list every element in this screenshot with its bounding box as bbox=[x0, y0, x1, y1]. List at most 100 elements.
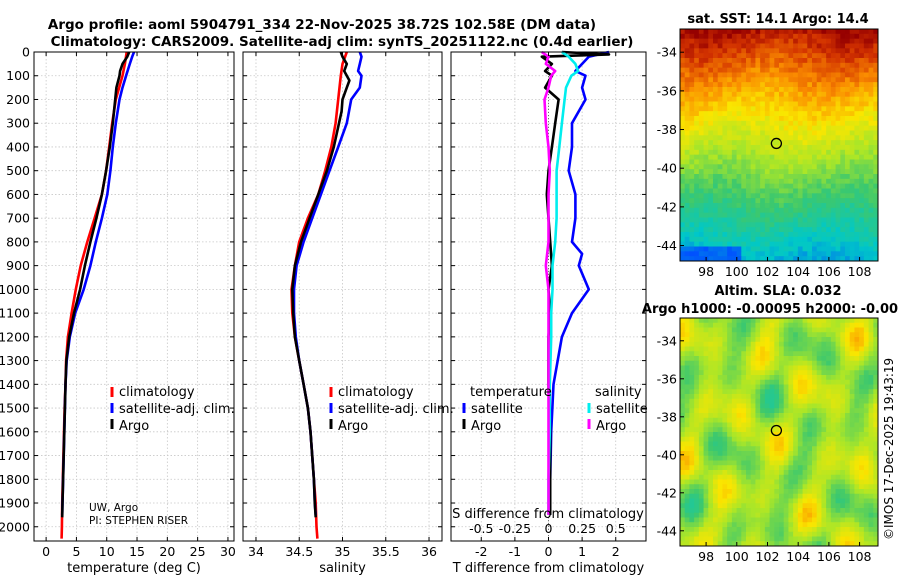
map-cell bbox=[736, 417, 742, 424]
map-cell bbox=[755, 451, 761, 457]
map-cell bbox=[760, 222, 766, 228]
map-cell bbox=[873, 455, 878, 462]
map-cell bbox=[868, 33, 874, 40]
map-cell bbox=[821, 498, 827, 504]
map-cell bbox=[689, 365, 695, 371]
map-cell bbox=[698, 470, 705, 476]
map-cell bbox=[849, 474, 856, 481]
map-cell bbox=[854, 318, 860, 324]
map-cell bbox=[854, 465, 860, 471]
map-cell bbox=[755, 38, 761, 45]
map-cell bbox=[868, 470, 874, 476]
map-cell bbox=[845, 222, 851, 228]
map-cell bbox=[812, 470, 818, 476]
map-cell bbox=[788, 38, 794, 45]
map-cell bbox=[854, 140, 860, 146]
map-cell bbox=[727, 432, 733, 438]
map-cell bbox=[826, 436, 832, 443]
map-cell bbox=[736, 451, 742, 457]
map-cell bbox=[750, 38, 757, 45]
map-cell bbox=[713, 398, 719, 405]
map-cell bbox=[802, 91, 808, 98]
map-cell bbox=[783, 484, 790, 490]
map-cell bbox=[746, 451, 752, 457]
map-cell bbox=[689, 232, 695, 238]
map-cell bbox=[849, 451, 856, 457]
map-cell bbox=[783, 96, 790, 103]
map-cell bbox=[868, 130, 874, 136]
map-cell bbox=[750, 67, 757, 74]
map-cell bbox=[812, 356, 818, 362]
map-cell bbox=[797, 384, 804, 390]
map-cell bbox=[868, 417, 874, 424]
map-cell bbox=[873, 130, 878, 136]
map-cell bbox=[764, 53, 771, 59]
map-cell bbox=[868, 370, 874, 376]
map-cell bbox=[783, 154, 790, 161]
map-cell bbox=[816, 512, 823, 519]
map-cell bbox=[797, 198, 804, 204]
map-cell bbox=[694, 48, 700, 54]
map-cell bbox=[863, 474, 870, 481]
map-cell bbox=[779, 256, 785, 261]
map-cell bbox=[713, 474, 719, 481]
map-cell bbox=[717, 48, 724, 54]
map-cell bbox=[717, 164, 724, 170]
map-cell bbox=[746, 441, 752, 447]
map-cell bbox=[736, 72, 742, 78]
map-cell bbox=[684, 489, 691, 495]
map-cell bbox=[703, 531, 709, 538]
map-cell bbox=[774, 116, 780, 122]
map-cell bbox=[741, 389, 747, 395]
map-cell bbox=[694, 241, 700, 248]
s-tick-label: -0.25 bbox=[499, 521, 531, 536]
map-cell bbox=[694, 493, 700, 500]
map-cell bbox=[698, 422, 705, 428]
map-cell bbox=[788, 212, 794, 219]
map-cell bbox=[812, 116, 818, 122]
map-cell bbox=[840, 517, 846, 523]
map-cell bbox=[689, 356, 695, 362]
map-cell bbox=[849, 460, 856, 466]
map-cell bbox=[727, 446, 733, 452]
map-cell bbox=[840, 441, 846, 447]
map-cell bbox=[845, 38, 851, 45]
map-cell bbox=[755, 432, 761, 438]
map-cell bbox=[713, 67, 719, 74]
map-cell bbox=[807, 82, 813, 88]
map-cell bbox=[717, 207, 724, 214]
map-cell bbox=[717, 417, 724, 424]
map-cell bbox=[826, 96, 832, 103]
map-cell bbox=[703, 72, 709, 78]
map-cell bbox=[812, 198, 818, 204]
map-cell bbox=[722, 58, 728, 64]
map-cell bbox=[830, 101, 837, 107]
map-cell bbox=[863, 427, 870, 433]
map-cell bbox=[868, 327, 874, 333]
map-cell bbox=[746, 356, 752, 362]
map-cell bbox=[783, 48, 790, 54]
map-cell bbox=[746, 413, 752, 419]
map-cell bbox=[863, 451, 870, 457]
map-cell bbox=[741, 183, 747, 190]
map-cell bbox=[760, 62, 766, 69]
map-cell bbox=[826, 508, 832, 514]
map-cell bbox=[868, 193, 874, 199]
map-cell bbox=[750, 318, 757, 324]
map-cell bbox=[849, 241, 856, 248]
map-cell bbox=[760, 541, 766, 546]
map-cell bbox=[812, 527, 818, 533]
map-cell bbox=[793, 120, 799, 127]
map-cell bbox=[764, 232, 771, 238]
map-cell bbox=[708, 360, 714, 367]
map-cell bbox=[821, 512, 827, 519]
map-cell bbox=[736, 38, 742, 45]
map-cell bbox=[783, 394, 790, 400]
map-cell bbox=[845, 413, 851, 419]
map-cell bbox=[736, 232, 742, 238]
s-tick-label: -0.5 bbox=[469, 521, 493, 536]
map-cell bbox=[840, 484, 846, 490]
map-cell bbox=[845, 503, 851, 509]
map-cell bbox=[755, 207, 761, 214]
map-cell bbox=[764, 503, 771, 509]
